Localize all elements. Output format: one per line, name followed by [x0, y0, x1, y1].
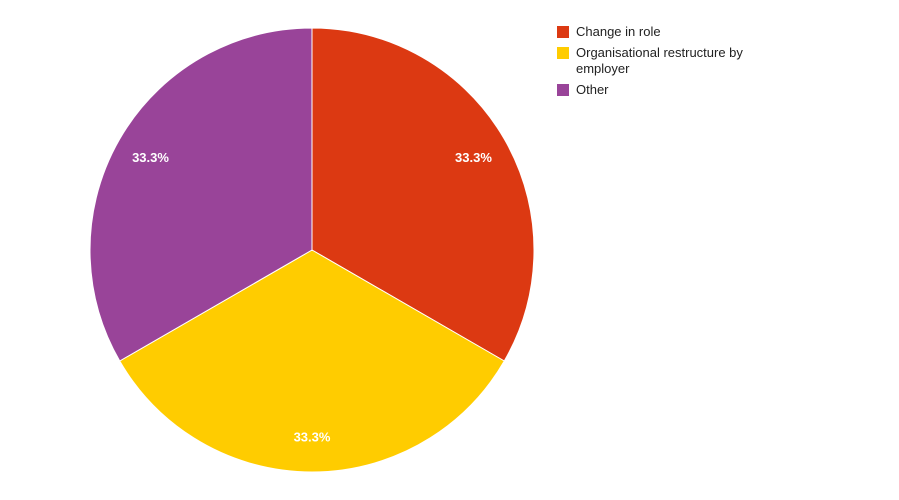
chart-legend: Change in role Organisational restructur… — [557, 24, 777, 103]
legend-label: Organisational restructure by employer — [576, 45, 743, 76]
legend-label: Other — [576, 82, 609, 97]
legend-swatch — [557, 84, 569, 96]
legend-swatch — [557, 26, 569, 38]
slice-data-label: 33.3% — [132, 150, 169, 165]
pie-slice-other[interactable] — [89, 27, 313, 362]
legend-item-organisational-restructure[interactable]: Organisational restructure by employer — [557, 45, 777, 77]
slice-data-label: 33.3% — [455, 150, 492, 165]
legend-label: Change in role — [576, 24, 661, 39]
pie-slice-change-in-role[interactable] — [311, 27, 535, 362]
legend-swatch — [557, 47, 569, 59]
legend-item-other[interactable]: Other — [557, 82, 777, 98]
legend-item-change-in-role[interactable]: Change in role — [557, 24, 777, 40]
slice-data-label: 33.3% — [294, 429, 331, 444]
